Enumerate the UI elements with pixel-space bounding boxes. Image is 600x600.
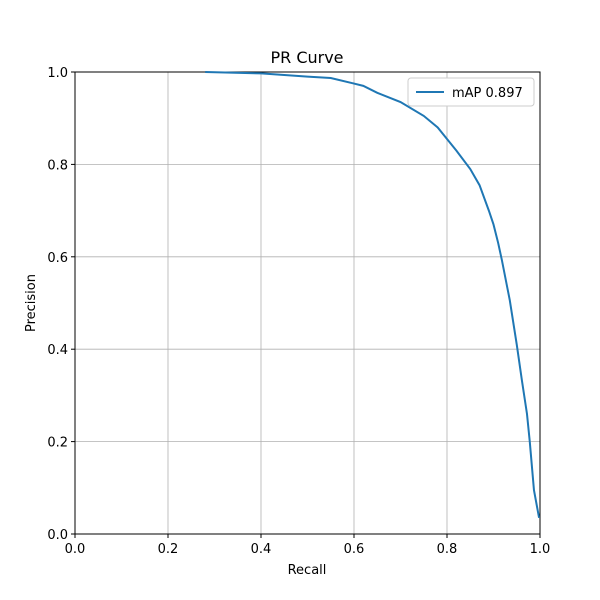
- x-axis-label: Recall: [288, 563, 327, 578]
- y-tick-label: 0.6: [47, 251, 68, 266]
- x-tick-label: 0.0: [65, 542, 86, 557]
- legend-box: [407, 77, 535, 107]
- x-tick-label: 0.6: [344, 542, 365, 557]
- line-series: [205, 71, 541, 519]
- chart-title: PR Curve: [270, 48, 343, 67]
- y-tick-label: 0.2: [47, 436, 68, 451]
- y-tick-label: 0.4: [47, 343, 68, 358]
- x-tick-label: 1.0: [530, 542, 551, 557]
- x-tick-label: 0.8: [437, 542, 458, 557]
- x-tick-label: 0.2: [158, 542, 179, 557]
- y-tick-label: 1.0: [47, 66, 68, 81]
- x-tick-label: 0.4: [251, 542, 272, 557]
- y-axis-label: Precision: [24, 274, 39, 332]
- legend-label: mAP 0.897: [452, 86, 523, 101]
- y-tick-label: 0.8: [47, 158, 68, 173]
- plot-frame: [74, 71, 541, 535]
- y-tick-label: 0.0: [47, 528, 68, 543]
